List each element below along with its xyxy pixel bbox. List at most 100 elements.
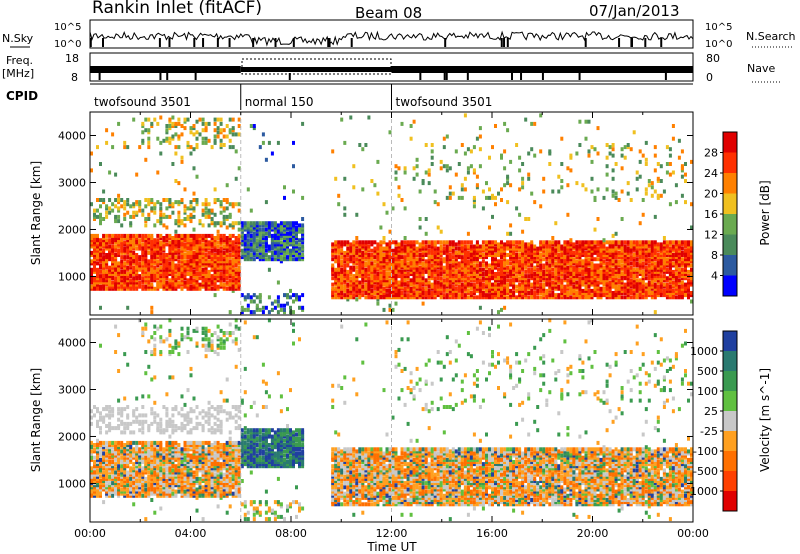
heatmap-cell [533,280,537,285]
heatmap-cell [289,288,292,293]
heatmap-cell [186,265,190,270]
heatmap-cell [668,278,672,283]
heatmap-cell [352,246,356,251]
heatmap-cell [551,284,555,289]
heatmap-cell [358,288,362,293]
heatmap-cell [650,242,654,247]
heatmap-cell [231,257,235,262]
heatmap-cell [171,255,175,260]
heatmap-cell [150,263,154,268]
heatmap-cell [108,198,112,202]
heatmap-cell [159,255,163,260]
heatmap-cell [379,288,383,293]
heatmap-cell [623,155,627,160]
heatmap-cell [530,191,534,196]
heatmap-cell [144,236,148,240]
heatmap-cell [153,223,157,228]
heatmap-cell [587,119,591,124]
heatmap-cell [551,250,555,255]
heatmap-cell [494,240,497,245]
heatmap-cell [243,238,247,243]
heatmap-cell [255,221,259,226]
heatmap-cell [126,250,130,255]
heatmap-cell [527,246,531,251]
heatmap-cell [626,263,630,268]
heatmap-cell [608,250,612,255]
heatmap-cell [234,259,238,264]
heatmap-cell [346,240,350,245]
heatmap-cell [210,259,214,264]
heatmap-cell [623,240,627,245]
heatmap-cell [267,267,271,272]
heatmap-cell [584,250,588,255]
heatmap-cell [590,274,594,279]
heatmap-cell [475,136,479,141]
heatmap-cell [162,212,166,217]
heatmap-cell [500,259,503,264]
heatmap-cell [144,223,148,228]
heatmap-cell [481,282,485,287]
heatmap-cell [566,278,570,283]
heatmap-cell [99,284,102,289]
heatmap-cell [448,248,452,253]
heatmap-cell [171,284,175,289]
heatmap-cell [584,265,588,270]
heatmap-cell [96,238,99,243]
heatmap-cell [240,221,244,226]
heatmap-cell [370,261,374,266]
heatmap-cell [611,248,615,253]
heatmap-cell [421,269,425,274]
heatmap-cell [548,248,552,253]
heatmap-cell [195,278,199,283]
heatmap-cell [665,291,669,295]
freq-label-top: Freq. [6,54,33,67]
heatmap-cell [542,248,546,253]
heatmap-cell [572,246,576,251]
heatmap-cell [210,238,214,243]
heatmap-cell [445,250,449,255]
heatmap-cell [270,246,274,251]
heatmap-cell [412,286,416,291]
heatmap-cell [397,185,401,190]
heatmap-cell [445,265,449,270]
heatmap-cell [279,250,283,255]
heatmap-cell [650,248,654,253]
heatmap-cell [379,250,383,255]
heatmap-cell [584,291,588,295]
heatmap-cell [488,267,491,272]
heatmap-cell [457,288,461,293]
heatmap-cell [403,255,407,260]
heatmap-cell [168,246,172,251]
heatmap-cell [430,248,434,253]
heatmap-cell [445,164,449,169]
heatmap-cell [554,276,558,281]
heatmap-cell [629,288,633,293]
heatmap-cell [539,204,543,209]
heatmap-cell [231,246,235,251]
heatmap-cell [620,147,624,152]
heatmap-cell [168,140,172,145]
heatmap-cell [270,238,274,243]
heatmap-cell [174,255,178,260]
heatmap-cell [566,240,570,245]
heatmap-cell [138,208,142,213]
heatmap-cell [638,288,642,293]
heatmap-cell [674,257,678,262]
heatmap-cell [249,244,253,249]
heatmap-cell [611,293,615,298]
heatmap-cell [361,284,365,289]
heatmap-cell [276,299,280,304]
heatmap-cell [346,282,350,287]
heatmap-cell [674,274,678,279]
heatmap-cell [503,183,507,188]
heatmap-cell [403,263,407,268]
heatmap-cell [252,293,256,298]
heatmap-cell [445,284,449,289]
heatmap-cell [587,274,591,279]
heatmap-cell [243,250,247,255]
heatmap-cell [144,261,148,266]
heatmap-cell [382,259,386,264]
heatmap-cell [337,248,341,253]
heatmap-cell [337,288,341,293]
heatmap-cell [620,265,624,270]
